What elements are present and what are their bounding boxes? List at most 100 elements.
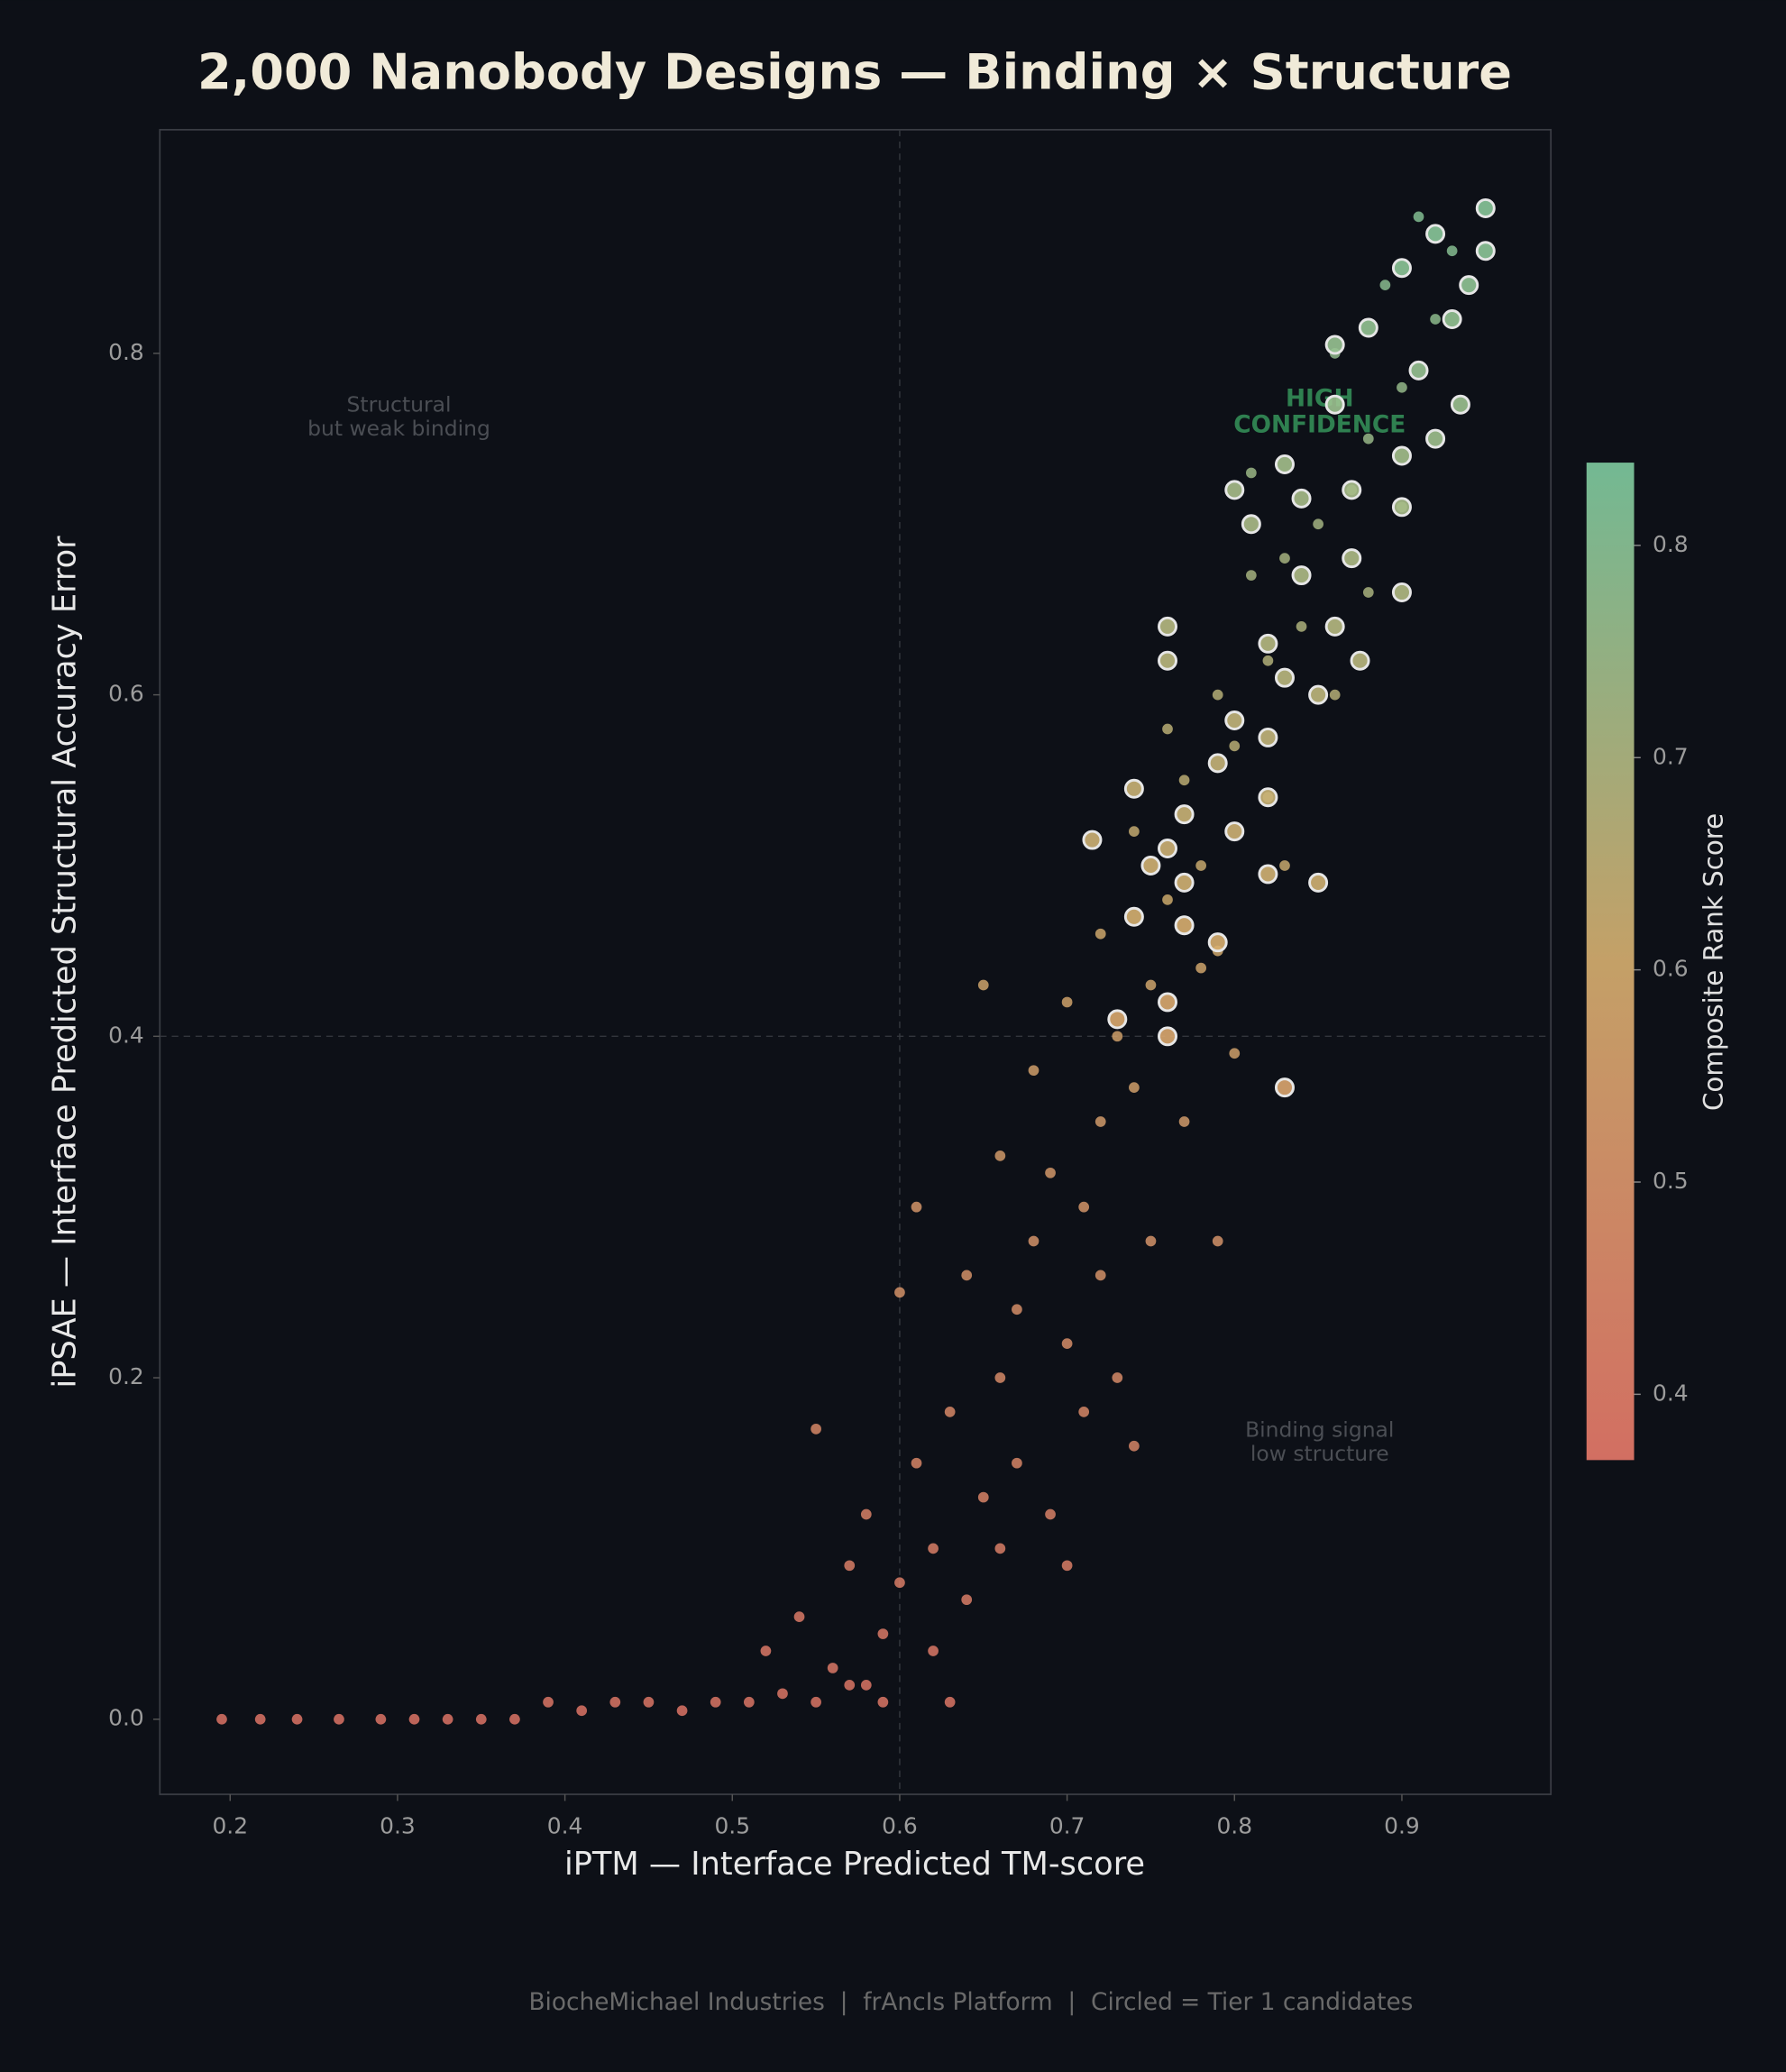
- point: [1129, 826, 1140, 837]
- point: [1245, 467, 1257, 479]
- tier1-point: [1258, 727, 1278, 747]
- point: [1061, 1560, 1073, 1572]
- point: [509, 1713, 520, 1725]
- colorbar-tick-label: 0.5: [1653, 1168, 1689, 1194]
- tier1-point: [1408, 360, 1429, 380]
- tier1-point: [1123, 906, 1144, 927]
- chart-title: 2,000 Nanobody Designs — Binding × Struc…: [197, 43, 1512, 100]
- point: [1129, 1440, 1140, 1452]
- tier1-point: [1324, 394, 1345, 415]
- point: [827, 1663, 838, 1673]
- tier1-point: [1391, 582, 1412, 602]
- point: [1112, 1372, 1123, 1383]
- point: [1212, 1235, 1223, 1247]
- x-tick-label: 0.9: [1384, 1813, 1420, 1839]
- tier1-point: [1342, 548, 1362, 569]
- colorbar-tick-label: 0.7: [1653, 743, 1689, 769]
- annotation: Binding signal: [1245, 1417, 1394, 1443]
- point: [1397, 381, 1407, 393]
- tier1-point: [1174, 804, 1195, 825]
- point: [576, 1705, 588, 1717]
- point: [475, 1713, 487, 1725]
- point: [609, 1696, 621, 1708]
- tier1-point: [1158, 616, 1177, 637]
- tier1-point: [1391, 497, 1412, 518]
- point: [1045, 1167, 1056, 1178]
- point: [1028, 1235, 1040, 1247]
- point: [216, 1713, 227, 1725]
- point: [1028, 1065, 1040, 1077]
- point: [442, 1713, 453, 1725]
- point: [1061, 1338, 1073, 1350]
- x-tick-label: 0.5: [714, 1813, 750, 1839]
- x-tick-label: 0.6: [882, 1813, 918, 1839]
- point: [977, 979, 989, 991]
- tier1-point: [1308, 872, 1329, 893]
- tier1-point: [1107, 1009, 1128, 1030]
- point: [1446, 245, 1458, 257]
- point: [1279, 860, 1290, 871]
- point: [1094, 928, 1106, 940]
- tier1-point: [1224, 711, 1245, 731]
- point: [944, 1696, 956, 1708]
- point: [894, 1577, 905, 1589]
- point: [994, 1151, 1006, 1161]
- tier1-point: [1158, 650, 1177, 671]
- point: [877, 1696, 889, 1708]
- y-tick-label: 0.8: [108, 339, 144, 365]
- point: [1195, 962, 1207, 974]
- tier1-point: [1342, 480, 1362, 500]
- point: [1413, 211, 1424, 223]
- tier1-point: [1350, 650, 1370, 671]
- tier1-point: [1324, 335, 1345, 355]
- point: [1430, 314, 1441, 325]
- x-tick-label: 0.4: [547, 1813, 583, 1839]
- point: [543, 1696, 554, 1708]
- annotation: low structure: [1250, 1441, 1389, 1466]
- tier1-point: [1123, 778, 1144, 799]
- point: [1212, 689, 1223, 701]
- point: [1078, 1407, 1090, 1417]
- point: [977, 1491, 989, 1503]
- y-tick-label: 0.4: [108, 1022, 144, 1048]
- tier1-point: [1459, 275, 1479, 296]
- point: [1012, 1304, 1022, 1316]
- point: [1094, 1116, 1106, 1127]
- annotation: but weak binding: [307, 416, 490, 441]
- point: [760, 1646, 772, 1656]
- point: [1162, 894, 1173, 905]
- tier1-point: [1291, 565, 1312, 586]
- tier1-point: [1158, 839, 1177, 859]
- point: [1162, 723, 1173, 735]
- tier1-point: [1425, 428, 1446, 449]
- y-tick-label: 0.2: [108, 1363, 144, 1389]
- point: [844, 1560, 856, 1572]
- y-axis-label: iPSAE — Interface Predicted Structural A…: [46, 536, 83, 1389]
- point: [254, 1713, 266, 1725]
- point: [291, 1713, 303, 1725]
- point: [1061, 996, 1073, 1008]
- point: [1145, 1235, 1157, 1247]
- colorbar-tick-label: 0.4: [1653, 1380, 1689, 1406]
- tier1-point: [1475, 241, 1496, 261]
- tier1-point: [1291, 488, 1312, 509]
- tier1-point: [1140, 855, 1161, 876]
- point: [961, 1594, 973, 1606]
- tier1-point: [1308, 684, 1329, 705]
- point: [743, 1696, 755, 1708]
- x-tick-label: 0.3: [380, 1813, 416, 1839]
- point: [1229, 1048, 1241, 1059]
- annotation: CONFIDENCE: [1233, 412, 1406, 439]
- point: [1195, 860, 1207, 871]
- tier1-point: [1258, 787, 1278, 808]
- tier1-point: [1158, 1026, 1177, 1047]
- tier1-point: [1425, 224, 1446, 244]
- tier1-point: [1224, 480, 1245, 500]
- point: [1094, 1270, 1106, 1281]
- tier1-point: [1158, 992, 1177, 1013]
- point: [643, 1696, 655, 1708]
- point: [1178, 1116, 1190, 1127]
- point: [777, 1688, 788, 1700]
